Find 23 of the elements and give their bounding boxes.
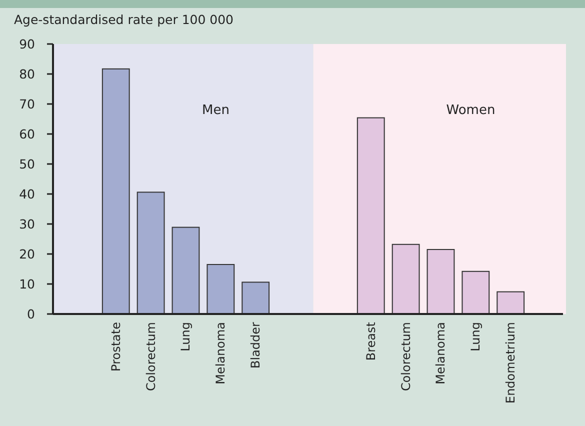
y-tick-label: 0 — [27, 306, 36, 322]
y-tick-label: 40 — [19, 186, 36, 202]
x-tick-label: Lung — [468, 322, 483, 352]
y-tick-label: 20 — [19, 246, 36, 262]
x-tick-label: Colorectum — [144, 322, 158, 392]
x-tick-label: Lung — [178, 322, 193, 352]
y-tick-label: 10 — [19, 276, 36, 292]
y-tick-label: 90 — [19, 36, 36, 52]
x-tick-label: Melanoma — [434, 322, 448, 384]
x-tick-label: Endometrium — [504, 322, 518, 404]
annotation: Women — [446, 103, 496, 118]
y-tick-label: 80 — [19, 66, 36, 82]
y-axis-title: Age-standardised rate per 100 000 — [14, 12, 234, 27]
y-tick-label: 70 — [19, 96, 36, 112]
x-tick-label: Colorectum — [398, 322, 413, 392]
x-tick-label: Prostate — [108, 322, 123, 372]
y-tick-label: 60 — [19, 126, 36, 142]
y-tick-label: 50 — [19, 156, 36, 172]
annotation: Men — [202, 103, 230, 118]
x-tick-label: Breast — [364, 322, 378, 361]
x-tick-label: Bladder — [248, 322, 263, 368]
x-tick-label: Melanoma — [214, 322, 228, 384]
y-tick-label: 30 — [19, 216, 36, 232]
